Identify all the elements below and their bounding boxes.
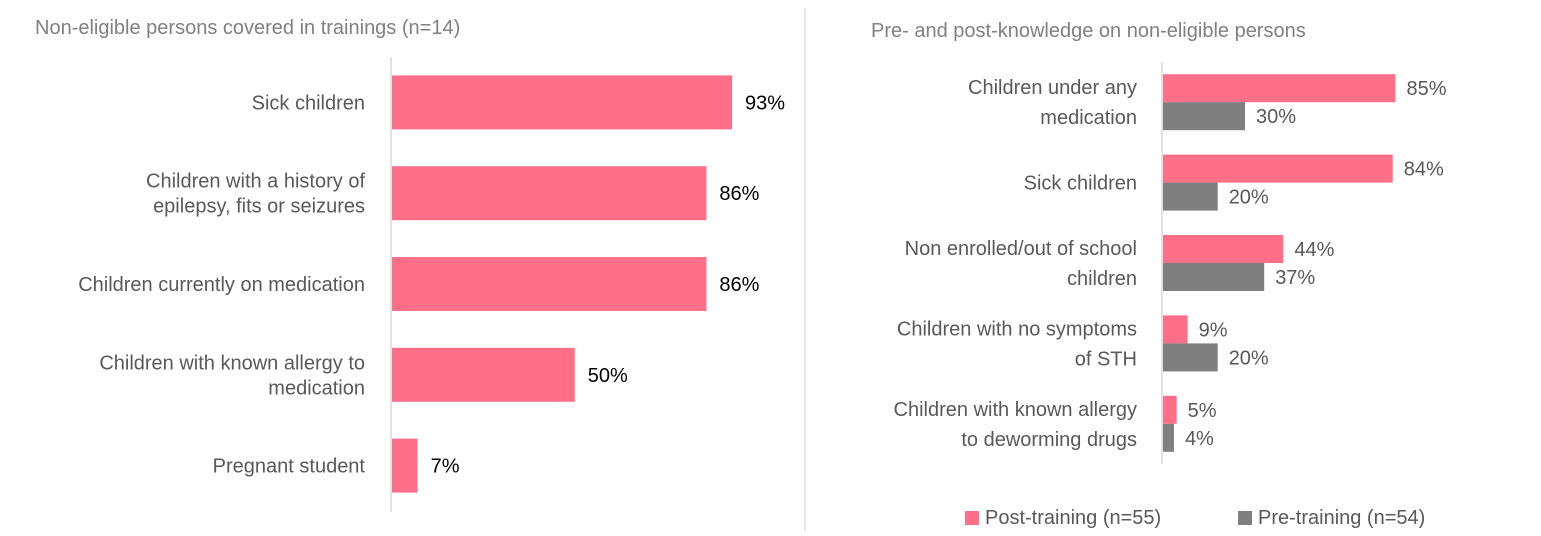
legend-swatch-post-training (965, 511, 979, 525)
data-label: 20% (1229, 187, 1269, 209)
bar-non-enrolled-out-of-school-children-post (1163, 235, 1284, 263)
category-label: Children with known allergy to deworming … (894, 399, 1137, 451)
left-chart-data-labels: 93% 86% 86% 50% 7% (431, 92, 786, 477)
bar-children-with-no-symptoms-of-sth-post (1163, 315, 1188, 344)
bar-children-under-any-medication-post (1163, 74, 1396, 103)
bar-sick-children (392, 75, 733, 130)
right-chart-bars (1163, 74, 1396, 452)
category-label: Children with known allergy to medication (99, 352, 365, 399)
bar-children-with-a-history-of-epilepsy-fits-or-seizures (392, 166, 707, 221)
right-chart-data-labels: 85%30%84%20%44%37%9%20%5%4% (1185, 78, 1447, 450)
category-label: Children currently on medication (78, 274, 365, 296)
data-label: 30% (1256, 106, 1296, 128)
bar-non-enrolled-out-of-school-children-pre (1163, 263, 1265, 291)
right-chart-legend: Post-training (n=55) Pre-training (n=54) (965, 507, 1425, 529)
data-label: 44% (1294, 239, 1334, 261)
data-label: 5% (1188, 400, 1217, 422)
left-chart-category-labels: Sick children Children with a history of e… (78, 92, 365, 477)
data-label: 86% (719, 274, 759, 296)
data-label: 9% (1199, 319, 1228, 341)
bar-children-with-no-symptoms-of-sth-pre (1163, 343, 1218, 372)
bar-children-under-any-medication-pre (1163, 102, 1246, 131)
data-label: 86% (719, 183, 759, 205)
right-chart: Pre- and post-knowledge on non-eligible … (871, 20, 1447, 529)
bar-children-currently-on-medication (392, 257, 707, 311)
bar-children-with-known-allergy-to-deworming-drugs-post (1163, 395, 1177, 424)
category-label: Children with no symptoms of STH (897, 318, 1137, 370)
left-chart: Non-eligible persons covered in training… (35, 17, 785, 512)
data-label: 93% (745, 92, 785, 114)
category-label: Children with a history of epilepsy, fits… (146, 171, 365, 218)
legend-label-pre-training: Pre-training (n=54) (1258, 507, 1425, 529)
category-label: Children under any medication (968, 77, 1137, 129)
data-label: 85% (1406, 78, 1446, 100)
category-label: Pregnant student (213, 456, 366, 478)
right-chart-title: Pre- and post-knowledge on non-eligible … (871, 20, 1306, 42)
legend-swatch-pre-training (1238, 511, 1252, 525)
right-chart-category-labels: Children under any medication Sick childre… (894, 77, 1137, 451)
legend-label-post-training: Post-training (n=55) (985, 507, 1161, 529)
bar-children-with-known-allergy-to-medication (392, 347, 575, 402)
bar-children-with-known-allergy-to-deworming-drugs-pre (1163, 423, 1174, 452)
left-chart-title: Non-eligible persons covered in training… (35, 17, 460, 39)
data-label: 4% (1185, 428, 1214, 450)
bar-sick-children-post (1163, 154, 1393, 183)
data-label: 37% (1275, 267, 1315, 289)
data-label: 50% (588, 365, 628, 387)
data-label: 84% (1404, 159, 1444, 181)
data-label: 20% (1229, 347, 1269, 369)
bar-sick-children-pre (1163, 182, 1218, 211)
category-label: Sick children (1024, 173, 1137, 195)
category-label: Non enrolled/out of school children (905, 238, 1137, 290)
data-label: 7% (431, 456, 460, 478)
category-label: Sick children (252, 92, 365, 114)
bar-pregnant-student (392, 438, 418, 493)
left-chart-bars (392, 75, 733, 493)
